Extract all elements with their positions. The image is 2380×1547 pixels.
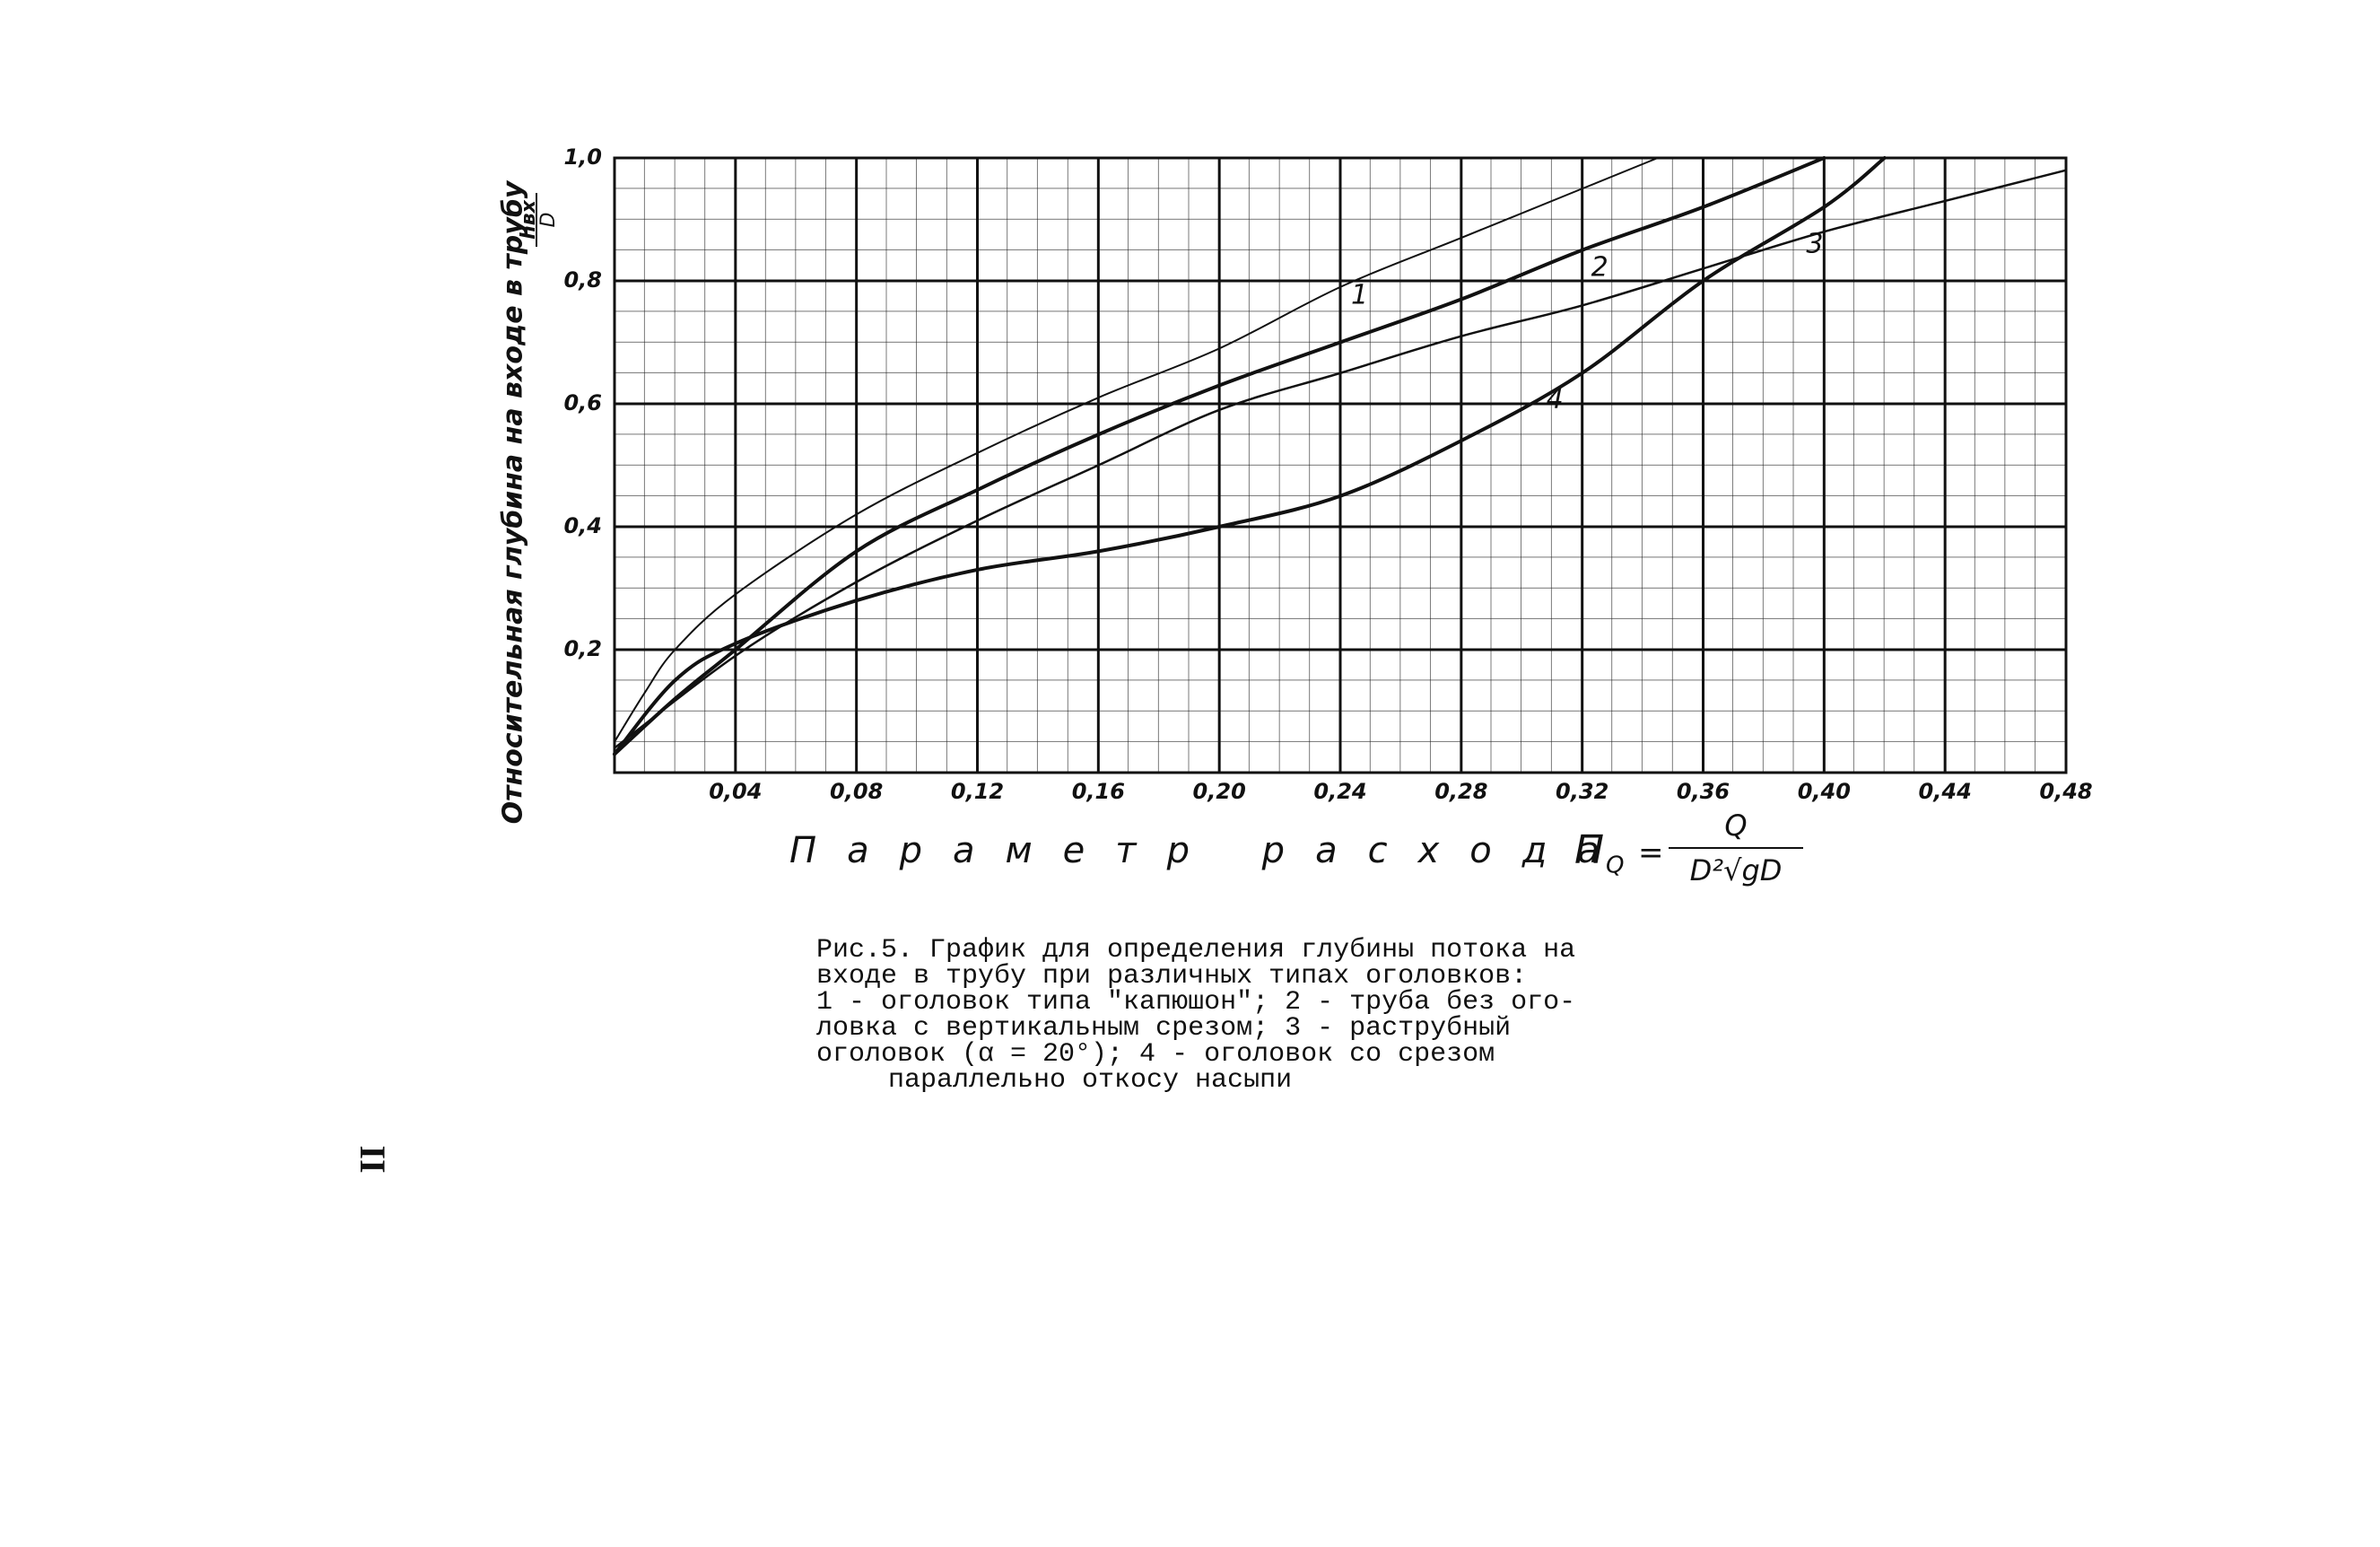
y-tick-label: 0,8 xyxy=(563,267,602,293)
caption-line: 1 - оголовок типа "капюшон"; 2 - труба б… xyxy=(816,987,1575,1018)
x-tick-label: 0,36 xyxy=(1677,779,1730,804)
curve xyxy=(613,156,1826,756)
y-tick-label: 1,0 xyxy=(563,144,602,170)
caption-line: ловка с вертикальным срезом; 3 - раструб… xyxy=(816,1013,1511,1044)
x-tick-label: 0,28 xyxy=(1434,779,1487,804)
curve-label: 1 xyxy=(1351,279,1368,310)
caption-line: входе в трубу при различных типах оголов… xyxy=(816,961,1527,992)
formula-denominator: D²√gD xyxy=(1690,853,1783,887)
curve xyxy=(613,156,1887,756)
x-tick-label: 0,24 xyxy=(1313,779,1366,804)
caption-line: оголовок (α = 20°); 4 - оголовок со срез… xyxy=(816,1039,1495,1070)
y-tick-label: 0,4 xyxy=(563,513,602,538)
x-tick-label: 0,08 xyxy=(830,779,883,804)
x-tick-label: 0,20 xyxy=(1193,779,1246,804)
y-tick-label: 0,2 xyxy=(563,636,602,661)
curve-label: 3 xyxy=(1806,229,1823,260)
x-tick-label: 0,12 xyxy=(951,779,1004,804)
formula-subscript: Q xyxy=(1606,852,1624,879)
x-tick-label: 0,32 xyxy=(1556,779,1608,804)
caption-line: Рис.5. График для определения глубины по… xyxy=(816,935,1575,966)
curve-label: 2 xyxy=(1591,251,1608,283)
formula-symbol: П xyxy=(1574,827,1604,873)
formula-numerator: Q xyxy=(1724,808,1747,843)
formula-sign: = xyxy=(1638,835,1664,871)
curve-label: 4 xyxy=(1547,383,1564,415)
x-tick-label: 0,44 xyxy=(1919,779,1972,804)
x-tick-label: 0,48 xyxy=(2039,779,2092,804)
curve xyxy=(613,169,2068,749)
x-axis-label: Параметр расхода xyxy=(789,830,1630,871)
caption: Рис.5. График для определения глубины по… xyxy=(816,935,1575,1096)
plot: 0,04 0,08 0,12 0,16 0,20 0,24 0,28 0,32 0,36 0,40… xyxy=(563,144,2092,804)
y-axis-label: Относительная глубина на входе в трубу xyxy=(498,179,529,824)
y-fraction-denominator: D xyxy=(537,213,560,228)
curve xyxy=(614,157,1659,743)
y-tick-label: 0,6 xyxy=(563,390,602,415)
x-tick-label: 0,40 xyxy=(1798,779,1851,804)
page-number: II xyxy=(353,1145,393,1173)
x-tick-label: 0,16 xyxy=(1072,779,1125,804)
caption-line: параллельно откосу насыпи xyxy=(888,1065,1292,1096)
x-tick-label: 0,04 xyxy=(709,779,762,804)
